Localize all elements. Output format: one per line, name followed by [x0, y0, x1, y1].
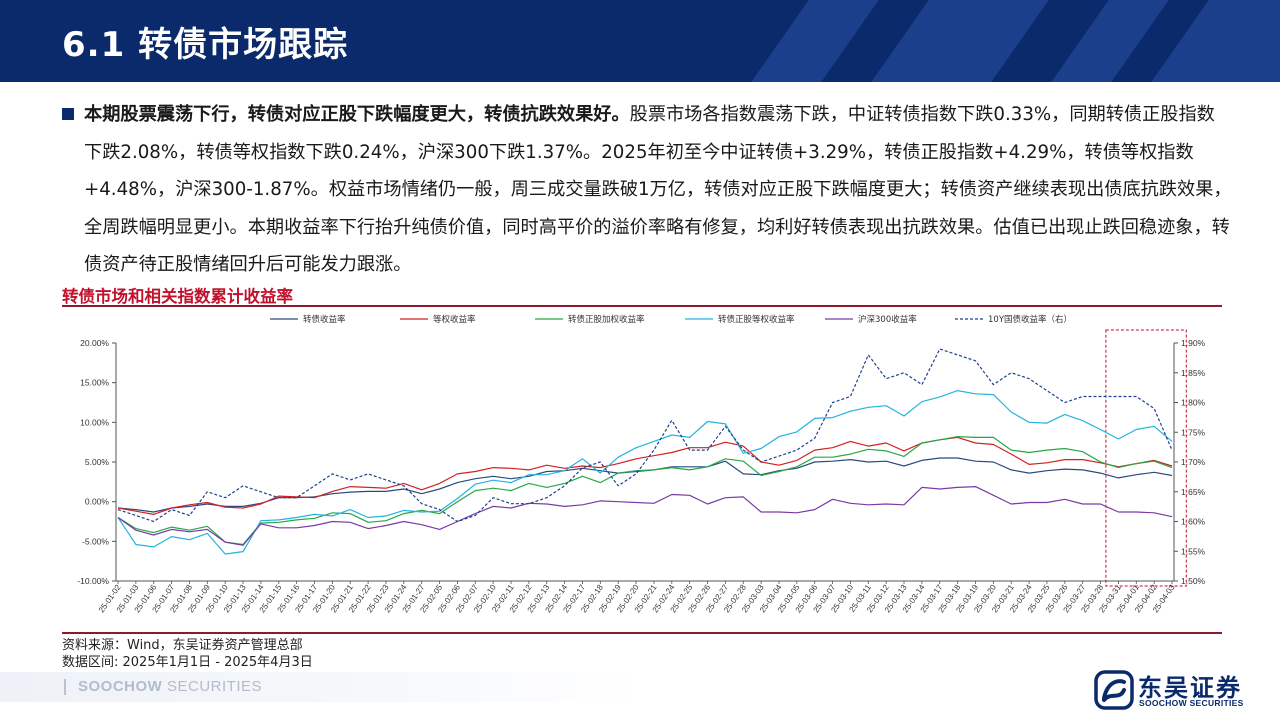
- legend-label-1: 转债收益率: [303, 314, 346, 325]
- logo-cn-text: 东吴证券: [1138, 674, 1242, 702]
- date-range-line: 数据区间: 2025年1月1日 - 2025年4月3日: [62, 655, 313, 670]
- left-tick-label: -10.00%: [77, 576, 109, 586]
- right-tick-label: 1.80%: [1181, 398, 1206, 408]
- footer-brand-bold: SOOCHOW: [78, 678, 163, 695]
- footer-brand: SOOCHOW SECURITIES: [78, 678, 262, 695]
- series-line-4: [117, 389, 1173, 555]
- left-tick-label: 20.00%: [80, 338, 109, 348]
- source-note: 资料来源：Wind，东吴证券资产管理总部 数据区间: 2025年1月1日 - 2…: [62, 637, 313, 671]
- right-tick-label: 1.85%: [1181, 368, 1206, 378]
- right-tick-label: 1.70%: [1181, 457, 1206, 467]
- logo-mark-icon: [1094, 670, 1134, 710]
- left-tick-label: -5.00%: [82, 536, 109, 546]
- chart-title-divider: [62, 305, 1222, 307]
- chart-title: 转债市场和相关指数累计收益率: [62, 287, 293, 306]
- series-line-6: [117, 348, 1173, 523]
- summary-paragraph: 本期股票震荡下行，转债对应正股下跌幅度更大，转债抗跌效果好。股票市场各指数震荡下…: [62, 96, 1232, 284]
- summary-text: 股票市场各指数震荡下跌，中证转债指数下跌0.33%，同期转债正股指数下跌2.08…: [84, 104, 1232, 275]
- right-tick-label: 1.50%: [1181, 576, 1206, 586]
- company-logo: 东吴证券 SOOCHOW SECURITIES: [1094, 668, 1244, 712]
- right-tick-label: 1.55%: [1181, 546, 1206, 556]
- right-tick-label: 1.60%: [1181, 517, 1206, 527]
- series-line-5: [117, 486, 1173, 546]
- legend-label-4: 转债正股等权收益率: [718, 314, 795, 325]
- left-tick-label: 5.00%: [85, 457, 110, 467]
- right-tick-label: 1.65%: [1181, 487, 1206, 497]
- chart-bottom-divider: [62, 632, 1222, 634]
- legend-label-3: 转债正股加权收益率: [568, 314, 645, 325]
- legend-label-6: 10Y国债收益率（右）: [988, 314, 1072, 325]
- legend-label-5: 沪深300收益率: [858, 314, 917, 325]
- footer-bar: [0, 672, 640, 702]
- footer-brand-rest: SECURITIES: [162, 678, 263, 695]
- footer-separator: [64, 679, 66, 695]
- bullet-square-icon: [62, 108, 74, 120]
- left-tick-label: 15.00%: [80, 378, 109, 388]
- page-title: 6.1 转债市场跟踪: [62, 25, 349, 65]
- highlight-box: [1105, 329, 1187, 587]
- right-tick-label: 1.75%: [1181, 427, 1206, 437]
- left-tick-label: 10.00%: [80, 417, 109, 427]
- legend-label-2: 等权收益率: [433, 314, 476, 325]
- cumulative-return-chart: -10.00% -5.00% 0.00% 5.00% 10.00% 15.00% 20.00…: [77, 314, 1206, 614]
- series-line-2: [117, 436, 1173, 515]
- right-tick-label: 1.90%: [1181, 338, 1206, 348]
- source-line: 资料来源：Wind，东吴证券资产管理总部: [62, 638, 303, 653]
- logo-en-text: SOOCHOW SECURITIES: [1139, 698, 1244, 708]
- left-tick-label: 0.00%: [85, 497, 110, 507]
- series-line-3: [117, 436, 1173, 546]
- header-bar: 6.1 转债市场跟踪: [0, 0, 1280, 82]
- summary-bold: 本期股票震荡下行，转债对应正股下跌幅度更大，转债抗跌效果好。: [84, 104, 630, 125]
